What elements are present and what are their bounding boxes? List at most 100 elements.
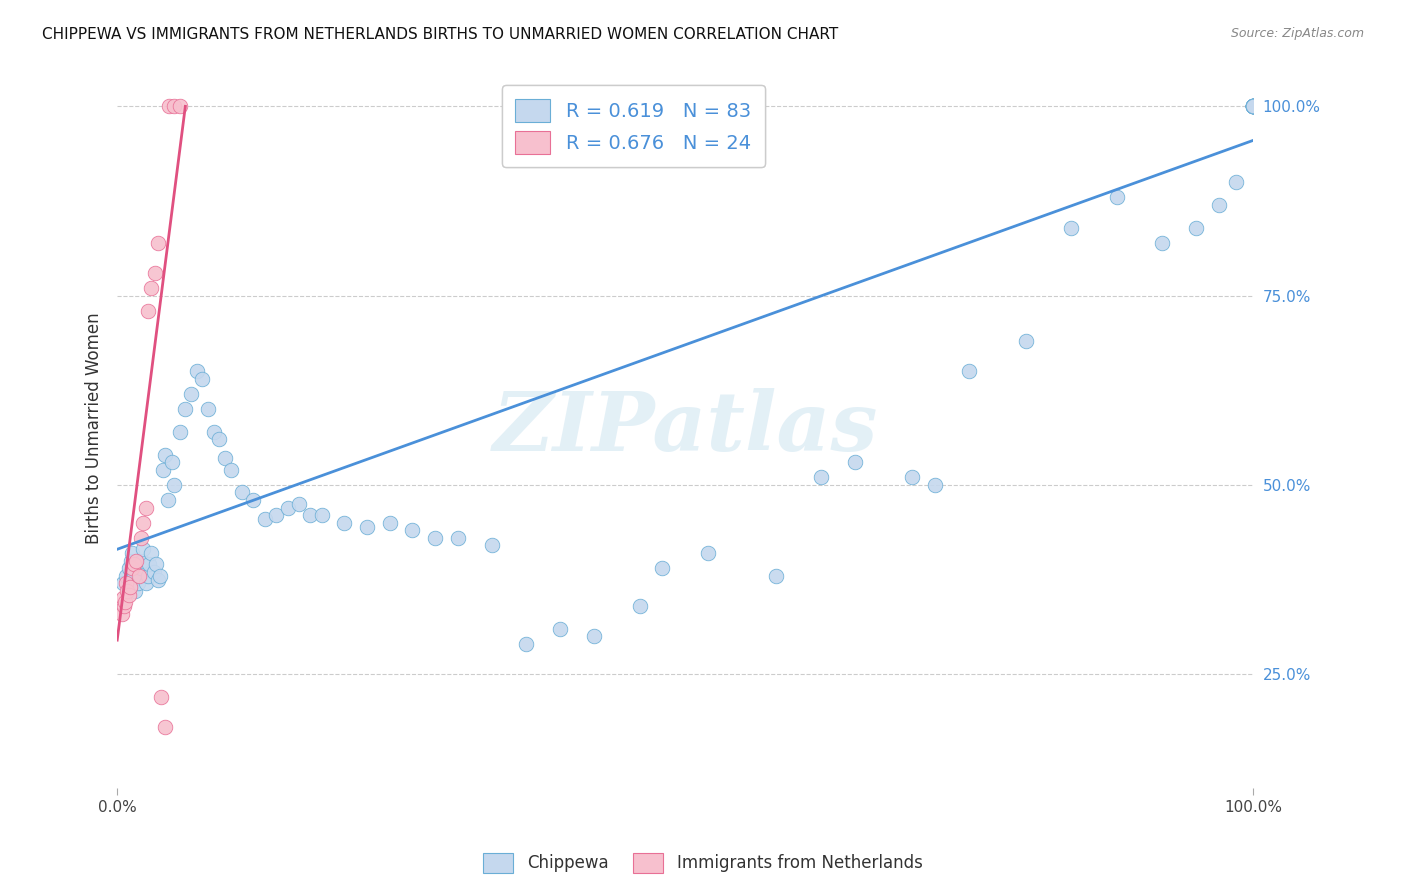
Point [548,622,571,636]
Point [114,595,136,609]
Point [169,99,191,113]
Point [208,433,231,447]
Point [132,516,155,530]
Point [153,448,176,462]
Point [174,402,197,417]
Point [214,451,236,466]
Point [583,629,606,643]
Point [1015,334,1038,348]
Point [242,493,264,508]
Point [1241,99,1264,113]
Point [1241,99,1264,113]
Point [169,425,191,439]
Point [186,364,208,378]
Point [129,531,152,545]
Point [163,478,186,492]
Point [146,235,169,250]
Point [112,599,135,613]
Point [628,599,651,613]
Point [481,539,503,553]
Point [1060,220,1083,235]
Text: ZIPatlas: ZIPatlas [492,388,877,468]
Point [810,470,832,484]
Point [159,99,181,113]
Point [163,99,186,113]
Point [132,542,155,557]
Point [1241,99,1264,113]
Point [117,583,139,598]
Point [150,690,173,704]
Y-axis label: Births to Unmarried Women: Births to Unmarried Women [86,312,103,544]
Text: Source: ZipAtlas.com: Source: ZipAtlas.com [1230,27,1364,40]
Point [1241,99,1264,113]
Point [115,576,138,591]
Point [264,508,287,523]
Point [115,568,138,582]
Point [111,591,134,606]
Point [1208,198,1230,212]
Point [1241,99,1264,113]
Point [696,546,718,560]
Point [231,485,253,500]
Point [901,470,924,484]
Point [277,500,299,515]
Point [142,565,165,579]
Point [121,561,143,575]
Point [143,266,166,280]
Point [191,372,214,386]
Point [120,554,142,568]
Point [288,497,311,511]
Text: CHIPPEWA VS IMMIGRANTS FROM NETHERLANDS BIRTHS TO UNMARRIED WOMEN CORRELATION CH: CHIPPEWA VS IMMIGRANTS FROM NETHERLANDS … [42,27,838,42]
Point [202,425,225,439]
Point [145,558,167,572]
Point [111,576,134,591]
Point [1241,99,1264,113]
Point [1241,99,1264,113]
Point [1241,99,1264,113]
Point [135,500,157,515]
Point [118,580,141,594]
Point [127,576,149,591]
Point [117,561,139,575]
Point [149,568,172,582]
Legend: R = 0.619   N = 83, R = 0.676   N = 24: R = 0.619 N = 83, R = 0.676 N = 24 [502,86,765,168]
Point [311,508,333,523]
Point [136,303,159,318]
Legend: Chippewa, Immigrants from Netherlands: Chippewa, Immigrants from Netherlands [477,847,929,880]
Point [121,546,143,560]
Point [1105,190,1128,204]
Point [160,455,183,469]
Point [651,561,673,575]
Point [111,607,134,621]
Point [447,531,470,545]
Point [141,546,163,560]
Point [124,583,146,598]
Point [425,531,447,545]
Point [844,455,866,469]
Point [146,573,169,587]
Point [152,463,174,477]
Point [141,281,163,295]
Point [129,561,152,575]
Point [1241,99,1264,113]
Point [122,558,145,572]
Point [197,402,219,417]
Point [131,554,153,568]
Point [333,516,356,530]
Point [122,568,145,582]
Point [219,463,242,477]
Point [1241,99,1264,113]
Point [129,568,152,582]
Point [1152,235,1174,250]
Point [356,519,378,533]
Point [731,796,754,810]
Point [924,478,946,492]
Point [128,568,150,582]
Point [515,637,537,651]
Point [1241,99,1264,113]
Point [1241,99,1264,113]
Point [1185,220,1208,235]
Point [135,576,157,591]
Point [957,364,980,378]
Point [136,568,159,582]
